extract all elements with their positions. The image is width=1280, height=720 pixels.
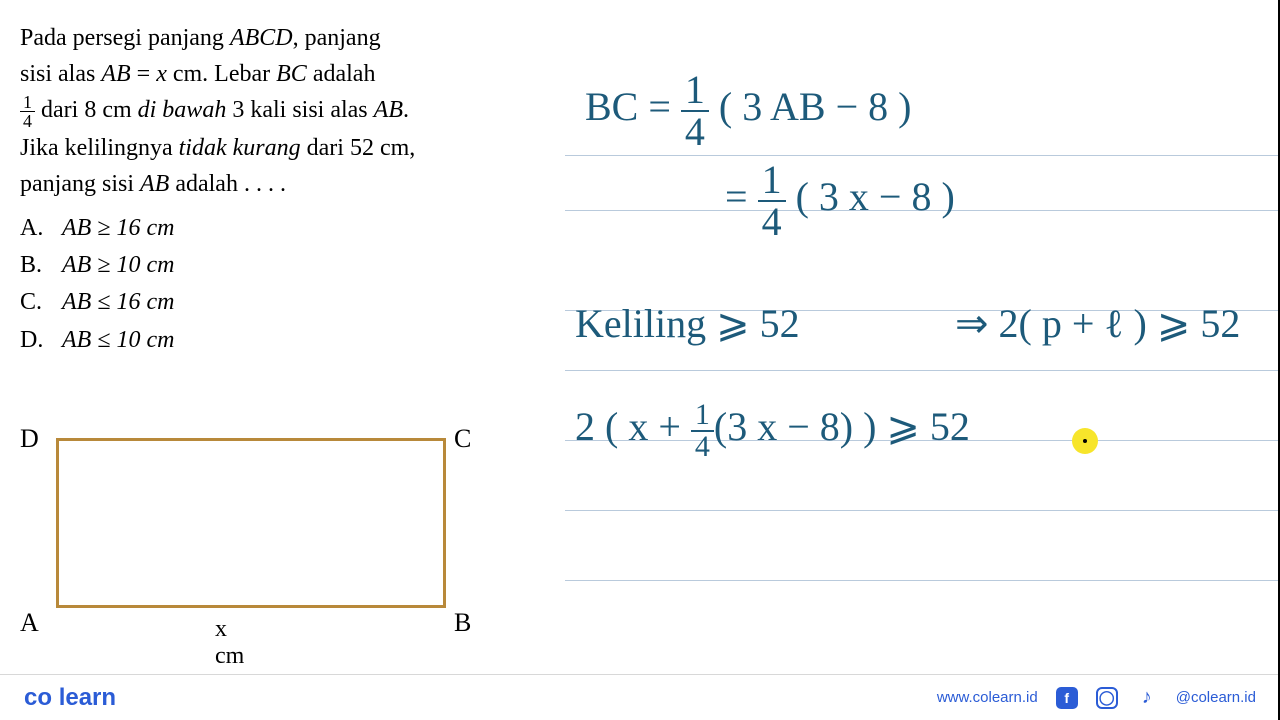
bottom-side-label: x cm: [215, 616, 244, 670]
hw-text: =: [725, 174, 758, 219]
option-b: B. AB ≥ 10 cm: [20, 247, 530, 284]
option-label: C.: [20, 284, 56, 321]
rectangle-shape: [56, 438, 446, 608]
numerator: 1: [681, 70, 709, 112]
handwriting-line-1: BC = 14 ( 3 AB − 8 ): [585, 70, 911, 152]
corner-a-label: A: [20, 608, 39, 638]
text: panjang sisi: [20, 171, 140, 197]
handwriting-line-2: = 14 ( 3 x − 8 ): [725, 160, 955, 242]
text: AB: [374, 97, 403, 123]
numerator: 1: [758, 160, 786, 202]
cursor-highlight-icon: [1072, 428, 1098, 454]
corner-d-label: D: [20, 424, 39, 454]
hw-fraction: 14: [681, 70, 709, 152]
option-label: D.: [20, 322, 56, 359]
hw-fraction: 14: [758, 160, 786, 242]
text: adalah: [307, 61, 376, 87]
footer-url: www.colearn.id: [937, 689, 1038, 706]
facebook-icon: f: [1056, 687, 1078, 709]
option-a: A. AB ≥ 16 cm: [20, 210, 530, 247]
text: AB: [101, 61, 130, 87]
text: ABCD: [230, 25, 293, 51]
numerator: 1: [691, 400, 714, 432]
option-d: D. AB ≤ 10 cm: [20, 322, 530, 359]
logo-text-a: co: [24, 684, 52, 711]
hw-text: ( 3 AB − 8 ): [709, 84, 912, 129]
text: BC: [276, 61, 307, 87]
text: di bawah: [138, 97, 227, 123]
text: , panjang: [293, 25, 381, 51]
text: 3 kali sisi alas: [226, 97, 373, 123]
text: =: [131, 61, 157, 87]
option-c: C. AB ≤ 16 cm: [20, 284, 530, 321]
option-text: AB ≥ 10 cm: [62, 252, 174, 278]
ruled-line: [565, 580, 1280, 581]
denominator: 4: [758, 202, 786, 242]
text: sisi alas: [20, 61, 101, 87]
hw-text: ( 3 x − 8 ): [786, 174, 955, 219]
footer: co learn www.colearn.id f ◯ ♪ @colearn.i…: [0, 674, 1280, 720]
problem-panel: Pada persegi panjang ABCD, panjang sisi …: [20, 20, 530, 359]
option-text: AB ≤ 10 cm: [62, 327, 174, 353]
fraction: 14: [20, 93, 35, 130]
text: Pada persegi panjang: [20, 25, 230, 51]
ruled-line: [565, 510, 1280, 511]
hw-text: 2 ( x +: [575, 404, 691, 449]
option-label: B.: [20, 247, 56, 284]
brand-logo: co learn: [24, 684, 116, 712]
logo-dot-icon: [52, 684, 59, 711]
ruled-line: [565, 370, 1280, 371]
footer-right: www.colearn.id f ◯ ♪ @colearn.id: [937, 687, 1256, 709]
text: tidak kurang: [179, 135, 301, 161]
options-list: A. AB ≥ 16 cm B. AB ≥ 10 cm C. AB ≤ 16 c…: [20, 210, 530, 359]
denominator: 4: [691, 432, 714, 462]
text: dari 8 cm: [35, 97, 138, 123]
handwriting-panel: BC = 14 ( 3 AB − 8 ) = 14 ( 3 x − 8 ) Ke…: [565, 40, 1280, 640]
text: adalah . . . .: [169, 171, 286, 197]
tiktok-icon: ♪: [1136, 687, 1158, 709]
handwriting-line-3a: Keliling ⩾ 52: [575, 300, 800, 347]
numerator: 1: [20, 93, 35, 112]
problem-text: Pada persegi panjang ABCD, panjang sisi …: [20, 20, 530, 202]
hw-fraction: 14: [691, 400, 714, 462]
handwriting-line-4: 2 ( x + 14(3 x − 8) ) ⩾ 52: [575, 400, 970, 462]
hw-text: BC =: [585, 84, 681, 129]
corner-c-label: C: [454, 424, 471, 454]
text: x: [156, 61, 167, 87]
denominator: 4: [20, 112, 35, 130]
hw-text: (3 x − 8) ) ⩾ 52: [714, 404, 970, 449]
corner-b-label: B: [454, 608, 471, 638]
option-text: AB ≤ 16 cm: [62, 289, 174, 315]
text: .: [403, 97, 409, 123]
text: cm. Lebar: [167, 61, 276, 87]
text: dari 52 cm,: [301, 135, 416, 161]
option-text: AB ≥ 16 cm: [62, 215, 174, 241]
text: Jika kelilingnya: [20, 135, 179, 161]
logo-text-b: learn: [59, 684, 116, 711]
footer-handle: @colearn.id: [1176, 689, 1256, 706]
text: AB: [140, 171, 169, 197]
option-label: A.: [20, 210, 56, 247]
ruled-line: [565, 155, 1280, 156]
instagram-icon: ◯: [1096, 687, 1118, 709]
handwriting-line-3b: ⇒ 2( p + ℓ ) ⩾ 52: [955, 300, 1240, 347]
denominator: 4: [681, 112, 709, 152]
